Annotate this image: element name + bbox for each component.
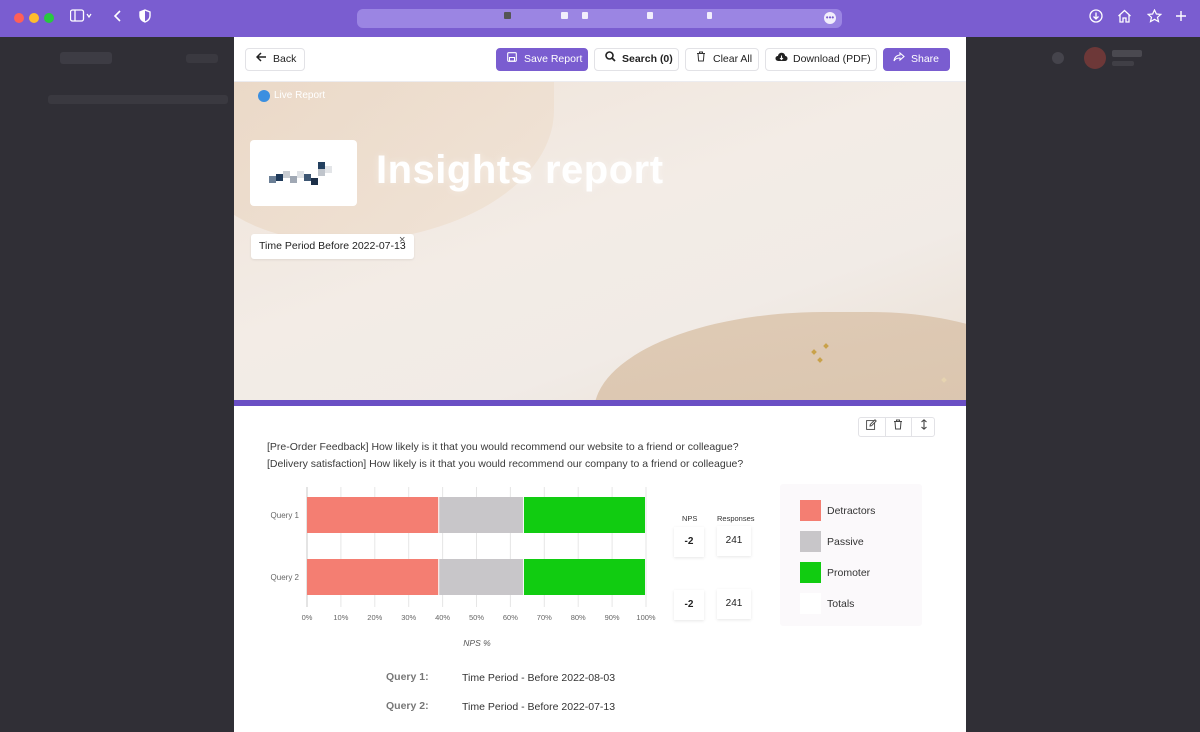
- filter-chip: Time Period Before 2022-07-13: [251, 234, 414, 259]
- chevron-left-icon[interactable]: [113, 9, 123, 28]
- share-icon: [892, 49, 906, 70]
- query-name: Query 2:: [386, 700, 429, 712]
- question-text: [Delivery satisfaction] How likely is it…: [267, 458, 744, 470]
- arrow-left-icon: [254, 49, 268, 70]
- x-tick-label: 30%: [401, 613, 416, 622]
- back-button[interactable]: Back: [245, 48, 305, 71]
- app-logo: [60, 52, 112, 64]
- query-name: Query 1:: [386, 671, 429, 683]
- legend-swatch-totals: [800, 593, 821, 614]
- x-tick-label: 10%: [333, 613, 348, 622]
- zoom-window-button[interactable]: [44, 13, 54, 23]
- x-tick-label: 70%: [537, 613, 552, 622]
- report-toolbar: Back Save Report Search (0) Clear All Do…: [234, 37, 966, 82]
- nps-header: NPS: [682, 514, 698, 523]
- browser-toolbar: •••: [0, 0, 1200, 37]
- download-pdf-button[interactable]: Download (PDF): [765, 48, 877, 71]
- save-report-label: Save Report: [524, 53, 583, 65]
- user-role: [1112, 61, 1134, 66]
- x-tick-label: 0%: [302, 613, 313, 622]
- download-pdf-label: Download (PDF): [793, 53, 871, 65]
- legend-swatch-passive: [800, 531, 821, 552]
- clear-all-label: Clear All: [713, 53, 753, 65]
- save-report-button[interactable]: Save Report: [496, 48, 588, 71]
- address-bar[interactable]: •••: [357, 9, 842, 28]
- bar-passive: [439, 497, 523, 533]
- query-value: Time Period - Before 2022-07-13: [462, 701, 616, 713]
- close-window-button[interactable]: [14, 13, 24, 23]
- download-icon[interactable]: [1089, 9, 1103, 28]
- company-logo: [250, 140, 357, 206]
- x-tick-label: 40%: [435, 613, 450, 622]
- legend-label: Detractors: [827, 505, 876, 517]
- user-name: [1112, 50, 1142, 57]
- live-report-icon: [258, 90, 270, 102]
- x-tick-label: 90%: [605, 613, 620, 622]
- search-label: Search (0): [622, 53, 673, 65]
- chart-legend: Detractors Passive Promoter Totals: [780, 484, 922, 626]
- app-nav-item: [186, 54, 218, 63]
- responses-value: 241: [717, 526, 751, 556]
- share-button[interactable]: Share: [883, 48, 950, 71]
- search-icon: [603, 49, 617, 70]
- x-axis-label: NPS %: [463, 638, 491, 648]
- live-report-label: Live Report: [274, 90, 326, 101]
- bar-promoter: [523, 497, 645, 533]
- query-value: Time Period - Before 2022-08-03: [462, 672, 616, 684]
- responses-value: 241: [717, 589, 751, 619]
- home-icon[interactable]: [1117, 9, 1132, 28]
- help-icon: [1052, 52, 1064, 64]
- nps-value: -2: [674, 590, 704, 620]
- page-menu-icon[interactable]: •••: [824, 12, 836, 24]
- edit-icon[interactable]: [859, 418, 884, 436]
- breadcrumb: [48, 95, 228, 104]
- report-title: Insights report: [376, 148, 664, 192]
- x-tick-label: 100%: [636, 613, 656, 622]
- bar-passive: [439, 559, 523, 595]
- question-text: [Pre-Order Feedback] How likely is it th…: [267, 441, 739, 453]
- legend-label: Totals: [827, 598, 855, 610]
- x-tick-label: 20%: [367, 613, 382, 622]
- legend-label: Promoter: [827, 567, 871, 579]
- category-label: Query 1: [271, 511, 300, 520]
- plus-icon[interactable]: [1175, 9, 1187, 28]
- nps-chart: Query 1 Query 2 0% 10% 20% 30% 40% 50% 60% 70% 80…: [271, 487, 656, 648]
- trash-icon: [694, 49, 708, 70]
- back-label: Back: [273, 53, 297, 65]
- banner-divider: [234, 400, 966, 406]
- x-tick-label: 80%: [571, 613, 586, 622]
- share-label: Share: [911, 53, 940, 65]
- star-icon[interactable]: [1146, 8, 1163, 28]
- trash-icon[interactable]: [885, 418, 910, 436]
- card-tools: [858, 417, 935, 437]
- search-button[interactable]: Search (0): [594, 48, 679, 71]
- url-redacted: [504, 12, 511, 19]
- x-tick-label: 50%: [469, 613, 484, 622]
- save-icon: [505, 49, 519, 70]
- legend-swatch-detractors: [800, 500, 821, 521]
- nps-value: -2: [674, 527, 704, 557]
- reorder-icon[interactable]: [911, 418, 936, 436]
- cloud-download-icon: [774, 49, 788, 70]
- shield-icon[interactable]: [139, 9, 151, 28]
- report-modal: Back Save Report Search (0) Clear All Do…: [234, 37, 966, 732]
- report-banner: Live Report Insights report Time Period …: [234, 82, 966, 400]
- responses-header: Responses: [717, 514, 755, 523]
- bar-detractors: [307, 497, 439, 533]
- bar-detractors: [307, 559, 439, 595]
- legend-swatch-promoter: [800, 562, 821, 583]
- category-label: Query 2: [271, 573, 300, 582]
- x-tick-label: 60%: [503, 613, 518, 622]
- bar-promoter: [523, 559, 645, 595]
- sidebar-icon[interactable]: [69, 9, 92, 28]
- avatar: [1084, 47, 1106, 69]
- minimize-window-button[interactable]: [29, 13, 39, 23]
- legend-label: Passive: [827, 536, 864, 548]
- close-icon[interactable]: ×: [399, 234, 406, 246]
- clear-all-button[interactable]: Clear All: [685, 48, 759, 71]
